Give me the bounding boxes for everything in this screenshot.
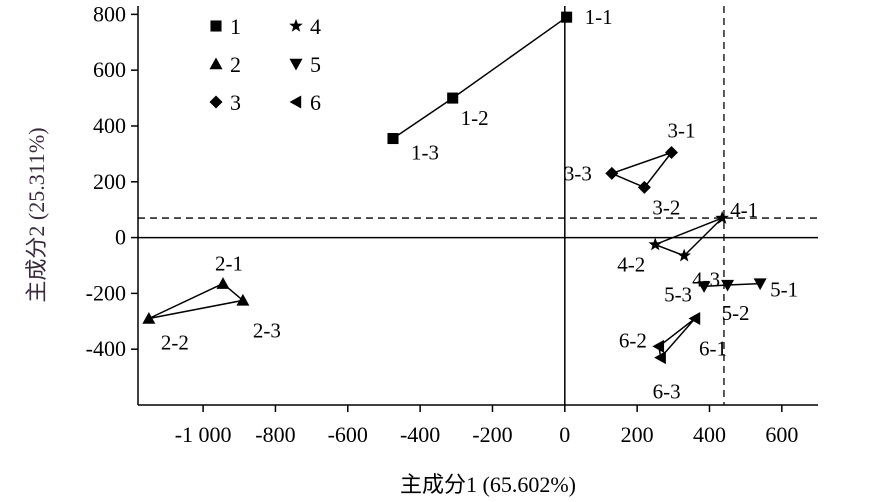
- legend-label-5: 5: [310, 52, 321, 77]
- x-tick-label: -1 000: [175, 422, 232, 447]
- y-tick-label: -400: [86, 336, 126, 361]
- legend-label-2: 2: [230, 52, 241, 77]
- legend-marker-6: [289, 95, 302, 109]
- reference-lines: [138, 6, 818, 405]
- x-tick-label: 600: [765, 422, 798, 447]
- point-label-5-2: 5-2: [722, 301, 750, 325]
- point-label-1-3: 1-3: [411, 141, 439, 165]
- marker-1-3: [387, 133, 399, 145]
- legend-marker-3: [209, 95, 223, 109]
- point-labels: 1-1 1-2 1-3 2-1 2-2 2-3 3-1 3-2 3-3 4-1 4-2 4-3 5-1 5…: [161, 5, 798, 403]
- point-label-6-2: 6-2: [619, 328, 647, 352]
- point-label-2-3: 2-3: [253, 318, 281, 342]
- marker-1-2: [447, 92, 459, 104]
- series-2-connector: [148, 282, 245, 320]
- x-tick-label: -400: [400, 422, 440, 447]
- legend-label-4: 4: [310, 14, 321, 39]
- marker-2-1: [216, 277, 230, 289]
- x-tick-label: -600: [328, 422, 368, 447]
- series-3-connector: [609, 150, 674, 189]
- y-tick-label: 800: [93, 1, 126, 26]
- marker-5-2: [721, 279, 735, 292]
- point-label-4-2: 4-2: [617, 253, 645, 277]
- point-label-3-3: 3-3: [564, 161, 592, 185]
- marker-1-1: [561, 11, 573, 23]
- point-label-1-1: 1-1: [585, 5, 613, 29]
- point-label-6-3: 6-3: [653, 380, 681, 404]
- marker-4-3: [677, 248, 691, 262]
- marker-6-3: [654, 351, 666, 365]
- marker-6-2: [652, 339, 665, 353]
- legend: 1 2 3 4 5 6: [209, 14, 321, 115]
- legend-label-3: 3: [230, 90, 241, 115]
- y-tick-label: -200: [86, 280, 126, 305]
- x-tick-label: -200: [472, 422, 512, 447]
- x-tick-label: -800: [255, 422, 295, 447]
- x-tick-label: 0: [559, 422, 570, 447]
- marker-3-2: [637, 180, 651, 194]
- x-tick-label: 200: [621, 422, 654, 447]
- marker-3-3: [605, 166, 619, 180]
- marker-2-3: [236, 293, 250, 306]
- legend-marker-2: [209, 57, 223, 70]
- y-axis-title: 主成分2 (25.311%): [24, 127, 49, 302]
- point-label-6-1: 6-1: [699, 337, 727, 361]
- axes: -400 -200 0 200 400 600 800 -1 000 -800 -600 -400 -…: [86, 1, 818, 447]
- x-axis-title: 主成分1 (65.602%): [400, 472, 576, 497]
- point-label-5-3: 5-3: [664, 282, 692, 306]
- legend-marker-1: [210, 20, 222, 32]
- marker-5-1: [753, 278, 767, 291]
- x-tick-label: 400: [693, 422, 726, 447]
- legend-label-6: 6: [310, 90, 321, 115]
- point-label-4-3: 4-3: [692, 268, 720, 292]
- point-label-4-1: 4-1: [730, 198, 758, 222]
- point-label-2-2: 2-2: [161, 331, 189, 355]
- y-tick-label: 200: [93, 169, 126, 194]
- point-label-1-2: 1-2: [461, 106, 489, 130]
- marker-3-1: [665, 145, 679, 159]
- y-tick-label: 400: [93, 113, 126, 138]
- series-6-connector: [658, 317, 696, 360]
- legend-label-1: 1: [230, 14, 241, 39]
- point-label-5-1: 5-1: [770, 278, 798, 302]
- data-markers: [142, 11, 767, 365]
- marker-2-2: [142, 312, 156, 324]
- y-tick-label: 0: [115, 225, 126, 250]
- point-label-3-1: 3-1: [668, 118, 696, 142]
- legend-marker-5: [289, 58, 303, 71]
- y-tick-label: 600: [93, 57, 126, 82]
- marker-5-3: [697, 281, 711, 293]
- marker-4-2: [648, 237, 663, 251]
- marker-4-1: [715, 210, 729, 224]
- point-label-3-2: 3-2: [652, 195, 680, 219]
- legend-marker-4: [289, 18, 303, 32]
- point-label-2-1: 2-1: [215, 252, 243, 276]
- series-4-connector: [653, 217, 723, 257]
- marker-6-1: [688, 312, 701, 326]
